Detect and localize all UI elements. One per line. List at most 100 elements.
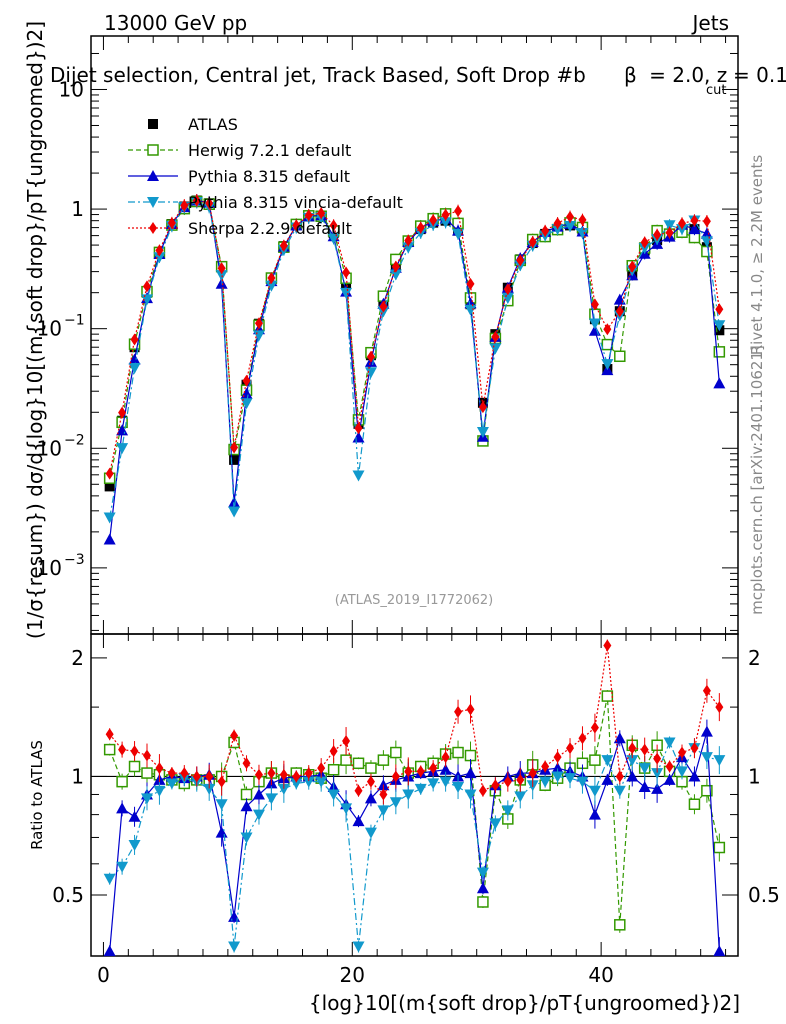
point-pythia [688, 223, 701, 235]
ratio-point-sherpa [267, 767, 276, 780]
ratio-point-sherpa [491, 779, 500, 792]
point-sherpa [702, 215, 711, 228]
title-end: = 0.1 [733, 63, 786, 87]
ratio-point-sherpa [541, 760, 550, 773]
ratio-point-herwig [240, 788, 253, 801]
ratio-line-sherpa [109, 645, 720, 796]
point-sherpa [217, 262, 226, 275]
ratio-point-herwig [352, 757, 365, 770]
ratio-point-sherpa [628, 742, 637, 755]
ratio-point-herwig [601, 690, 614, 702]
ratio-point-vincia [265, 793, 278, 805]
point-sherpa [118, 406, 127, 419]
ratio-point-sherpa [665, 760, 674, 773]
point-sherpa [541, 224, 550, 237]
y-axis-label: (1/σ{resum}) dσ/d{log}10[(m{soft drop}/p… [23, 21, 47, 639]
ratio-tick-label-right: 0.5 [748, 883, 780, 907]
ratio-point-sherpa [242, 757, 251, 770]
point-sherpa [192, 194, 201, 207]
point-sherpa [391, 260, 400, 273]
ratio-point-vincia [452, 782, 465, 794]
ratio-point-pythia [663, 773, 676, 785]
ratio-point-pythia [626, 770, 639, 782]
point-pythia [228, 496, 241, 508]
header-left: 13000 GeV pp [104, 11, 247, 35]
ratio-point-vincia [377, 805, 390, 817]
ratio-point-vincia [626, 755, 639, 767]
title-sub: cut [706, 83, 726, 98]
ratio-point-pythia [476, 882, 489, 894]
point-sherpa [603, 323, 612, 336]
point-sherpa [628, 260, 637, 273]
point-sherpa [653, 228, 662, 241]
point-vincia [389, 269, 402, 281]
ratio-point-vincia [676, 766, 689, 778]
point-sherpa [167, 216, 176, 229]
ratio-point-pythia [700, 725, 713, 737]
ratio-line-pythia [109, 731, 720, 952]
ratio-point-pythia [588, 808, 601, 820]
point-sherpa [528, 236, 537, 249]
ratio-point-herwig [688, 798, 701, 810]
point-sherpa [678, 217, 687, 230]
point-sherpa [366, 350, 375, 363]
point-vincia [489, 343, 502, 355]
ratio-point-sherpa [578, 732, 587, 745]
legend: ATLAS Herwig 7.2.1 default Pythia 8.315 de… [128, 115, 403, 238]
header-right: Jets [691, 11, 729, 35]
ratio-point-herwig [103, 743, 116, 756]
ratio-point-vincia [252, 809, 265, 821]
main-series-group [103, 193, 726, 545]
point-vincia [402, 242, 415, 254]
ratio-point-herwig [614, 919, 626, 931]
point-vincia [240, 398, 253, 410]
ratio-point-vincia [389, 797, 402, 809]
ratio-point-sherpa [690, 742, 699, 755]
ratio-point-pythia [116, 802, 129, 814]
chart-title: Dijet selection, Central jet, Track Base… [50, 63, 586, 87]
ratio-point-herwig [377, 754, 390, 766]
point-vincia [476, 427, 489, 439]
ratio-y-axis-label: Ratio to ATLAS [28, 740, 46, 850]
point-sherpa [205, 197, 214, 210]
point-sherpa [615, 305, 624, 318]
ratio-point-herwig [390, 746, 402, 759]
ratio-point-herwig [589, 754, 601, 766]
ratio-point-vincia [153, 785, 166, 797]
ratio-point-sherpa [702, 684, 711, 697]
legend-label-herwig: Herwig 7.2.1 default [188, 141, 351, 160]
y-tick-label: 10 [37, 317, 62, 341]
point-herwig [614, 350, 626, 363]
point-sherpa [254, 317, 263, 330]
point-sherpa [503, 283, 512, 296]
ratio-point-sherpa [516, 773, 525, 786]
point-vincia [638, 243, 651, 255]
point-sherpa [416, 221, 425, 234]
point-vincia [340, 287, 353, 299]
ratio-point-sherpa [715, 701, 724, 714]
ratio-point-herwig [452, 746, 464, 759]
point-vincia [153, 252, 166, 264]
point-vincia [576, 228, 589, 240]
point-sherpa [105, 467, 114, 480]
ratio-point-sherpa [317, 762, 326, 775]
ratio-point-herwig [365, 762, 377, 774]
beta-glyph: β [624, 63, 637, 87]
y-tick-label: 10 [59, 77, 84, 101]
ratio-point-vincia [103, 873, 116, 885]
series-line-vincia [109, 201, 720, 518]
ratio-point-vincia [414, 783, 427, 795]
legend-marker-herwig [147, 144, 159, 156]
ratio-point-herwig [701, 784, 713, 797]
ratio-point-vincia [352, 941, 365, 953]
ratio-point-pythia [215, 826, 228, 838]
point-sherpa [466, 277, 475, 290]
x-tick-label: 20 [340, 963, 365, 987]
ratio-point-pythia [364, 792, 377, 804]
point-sherpa [516, 254, 525, 267]
ratio-point-herwig [477, 896, 489, 908]
point-pythia [116, 424, 129, 436]
ratio-point-herwig [141, 767, 153, 779]
ratio-point-sherpa [192, 770, 201, 783]
ratio-point-vincia [489, 818, 502, 830]
